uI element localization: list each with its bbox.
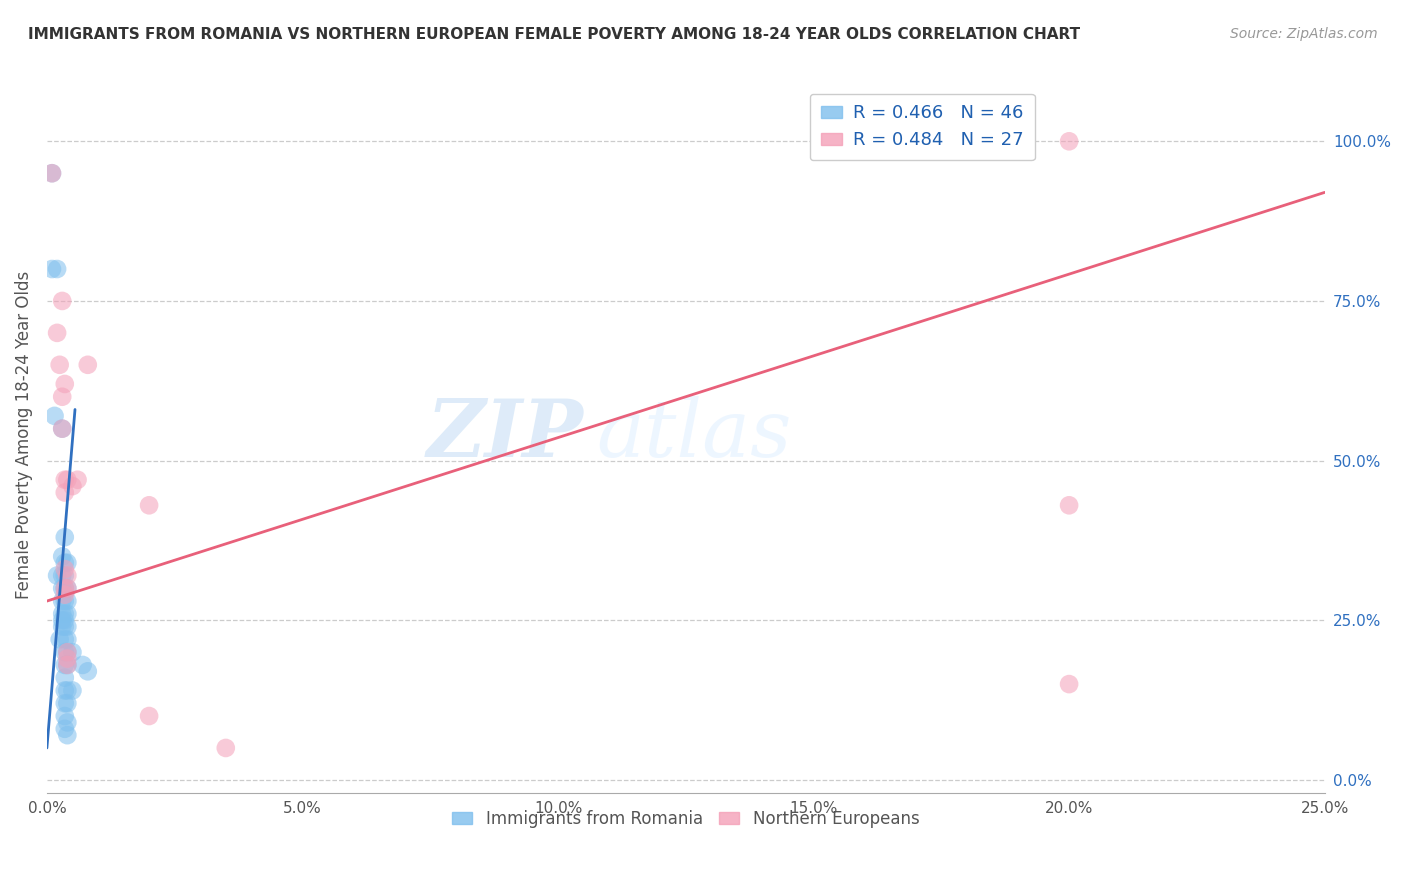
Point [76,665,98,679]
Point [56,715,79,730]
Point [56,582,79,596]
Point [53,671,76,685]
Point [56,632,79,647]
Point [48,632,70,647]
Point [51,422,73,436]
Point [56,645,79,659]
Point [53,582,76,596]
Point [51,568,73,582]
Point [56,683,79,698]
Point [51,549,73,564]
Point [1057,134,1080,148]
Point [1057,677,1080,691]
Point [53,588,76,602]
Point [53,607,76,621]
Point [51,390,73,404]
Point [76,358,98,372]
Text: ZIP: ZIP [426,396,583,474]
Point [44,409,66,423]
Point [138,709,160,723]
Point [53,683,76,698]
Point [53,530,76,544]
Point [72,657,94,672]
Point [56,657,79,672]
Point [53,582,76,596]
Point [53,485,76,500]
Point [56,728,79,742]
Point [56,696,79,710]
Point [62,645,84,659]
Point [53,556,76,570]
Point [53,722,76,736]
Point [51,607,73,621]
Point [53,473,76,487]
Point [56,582,79,596]
Point [51,422,73,436]
Point [51,582,73,596]
Point [41,166,63,180]
Point [56,619,79,633]
Text: Source: ZipAtlas.com: Source: ZipAtlas.com [1230,27,1378,41]
Point [48,358,70,372]
Point [66,473,89,487]
Point [53,657,76,672]
Point [53,568,76,582]
Point [53,594,76,608]
Point [41,166,63,180]
Point [56,568,79,582]
Legend: Immigrants from Romania, Northern Europeans: Immigrants from Romania, Northern Europe… [446,803,927,834]
Text: atlas: atlas [596,396,792,474]
Point [51,293,73,308]
Point [56,607,79,621]
Point [53,562,76,576]
Point [41,262,63,277]
Point [56,594,79,608]
Point [56,556,79,570]
Point [53,696,76,710]
Point [53,619,76,633]
Point [53,613,76,627]
Point [46,568,69,582]
Point [46,262,69,277]
Point [62,479,84,493]
Y-axis label: Female Poverty Among 18-24 Year Olds: Female Poverty Among 18-24 Year Olds [15,271,32,599]
Point [56,473,79,487]
Point [51,594,73,608]
Point [51,613,73,627]
Point [62,683,84,698]
Point [56,657,79,672]
Point [53,645,76,659]
Point [53,632,76,647]
Point [46,326,69,340]
Point [56,645,79,659]
Point [53,376,76,391]
Point [56,651,79,665]
Point [138,498,160,512]
Point [1057,498,1080,512]
Point [51,619,73,633]
Point [53,709,76,723]
Text: IMMIGRANTS FROM ROMANIA VS NORTHERN EUROPEAN FEMALE POVERTY AMONG 18-24 YEAR OLD: IMMIGRANTS FROM ROMANIA VS NORTHERN EURO… [28,27,1080,42]
Point [215,741,238,756]
